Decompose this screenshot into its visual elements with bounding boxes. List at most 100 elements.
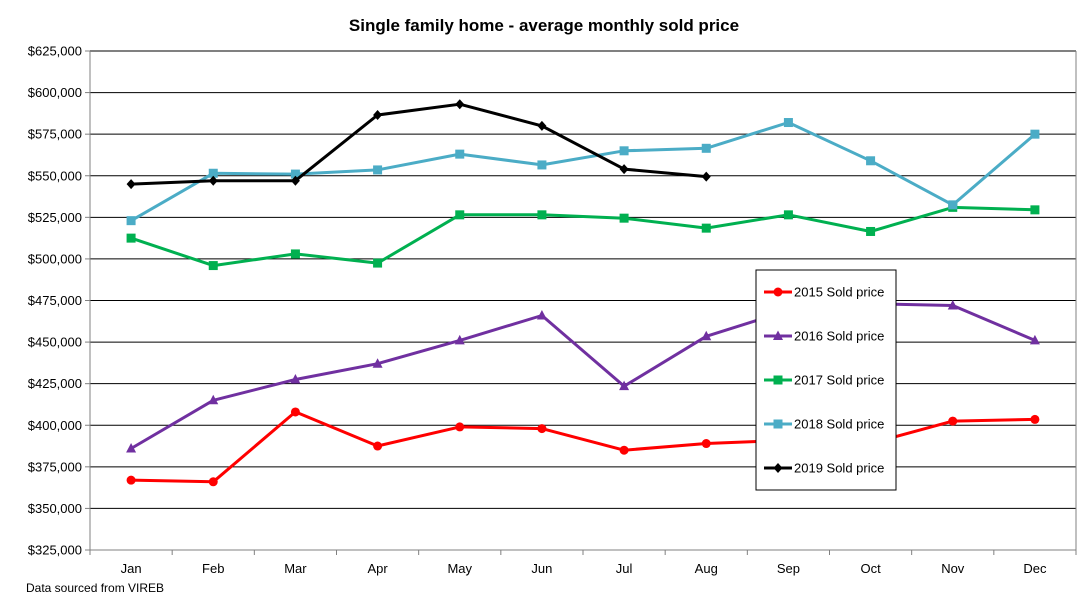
legend-marker xyxy=(773,330,783,340)
data-point xyxy=(290,407,300,417)
data-point xyxy=(290,169,300,179)
data-point xyxy=(455,99,465,110)
y-tick-label: $500,000 xyxy=(28,251,82,266)
x-tick-label: Feb xyxy=(202,561,224,576)
data-point xyxy=(208,175,218,186)
chart-title: Single family home - average monthly sol… xyxy=(349,16,739,35)
y-tick-label: $525,000 xyxy=(28,210,82,225)
data-point xyxy=(947,299,958,310)
data-point xyxy=(701,223,711,233)
data-point xyxy=(290,249,300,259)
series-4 xyxy=(126,99,711,190)
y-tick-label: $425,000 xyxy=(28,376,82,391)
data-point xyxy=(373,110,383,121)
data-point xyxy=(208,168,218,178)
data-point xyxy=(619,146,629,156)
y-tick-label: $575,000 xyxy=(28,127,82,142)
legend-marker xyxy=(773,463,783,473)
data-point xyxy=(1030,205,1040,215)
y-tick-label: $450,000 xyxy=(28,335,82,350)
legend-label: 2017 Sold price xyxy=(794,373,884,388)
legend-item: 2018 Sold price xyxy=(764,417,884,432)
data-point xyxy=(537,424,547,434)
grid-lines xyxy=(90,50,1076,551)
legend-marker xyxy=(773,375,783,385)
legend-label: 2019 Sold price xyxy=(794,461,884,476)
x-tick-label: Jul xyxy=(616,561,633,576)
series-2 xyxy=(126,202,1040,271)
x-tick-label: Jun xyxy=(531,561,552,576)
series-line xyxy=(130,302,1036,450)
y-tick-label: $400,000 xyxy=(28,418,82,433)
series-line xyxy=(131,410,1035,484)
y-tick-label: $550,000 xyxy=(28,168,82,183)
y-tick-label: $600,000 xyxy=(28,85,82,100)
data-point xyxy=(701,439,711,449)
data-point xyxy=(619,445,629,455)
data-point xyxy=(208,261,218,271)
data-point xyxy=(126,179,136,190)
data-point xyxy=(373,165,383,175)
data-point xyxy=(126,443,137,453)
legend-item: 2015 Sold price xyxy=(764,285,884,300)
series-line xyxy=(130,121,1036,222)
x-tick-label: Aug xyxy=(695,561,718,576)
series-line xyxy=(131,102,707,186)
data-point xyxy=(537,210,547,220)
legend-item: 2017 Sold price xyxy=(764,373,884,388)
data-point xyxy=(783,210,793,220)
y-tick-label: $625,000 xyxy=(28,44,82,59)
data-point xyxy=(372,358,383,368)
series-layer xyxy=(126,99,1040,487)
series-0 xyxy=(126,407,1040,487)
y-tick-label: $375,000 xyxy=(28,459,82,474)
data-point xyxy=(783,118,793,128)
data-point xyxy=(126,233,136,243)
legend-marker xyxy=(773,287,783,297)
data-point xyxy=(866,156,876,166)
data-point xyxy=(536,309,547,320)
data-point xyxy=(948,416,958,426)
data-point xyxy=(208,394,219,405)
y-tick-label: $325,000 xyxy=(28,543,82,558)
data-point xyxy=(948,200,958,210)
x-axis: Jan Feb Mar Apr May Jun Jul Aug Sep Oct Nov Dec xyxy=(89,550,1077,576)
legend-label: 2018 Sold price xyxy=(794,417,884,432)
data-point xyxy=(126,216,136,226)
data-point xyxy=(290,175,300,186)
data-point xyxy=(454,334,465,345)
data-point xyxy=(701,171,711,182)
data-point xyxy=(455,422,465,432)
x-tick-label: Dec xyxy=(1023,561,1047,576)
legend-marker xyxy=(773,419,783,429)
y-axis: $325,000 $350,000 $375,000 $400,000 $425,000… xyxy=(28,44,90,558)
data-point xyxy=(290,374,301,384)
x-tick-label: Apr xyxy=(367,561,388,576)
data-point xyxy=(455,210,465,220)
data-point xyxy=(373,258,383,268)
series-3 xyxy=(126,118,1040,226)
x-tick-label: May xyxy=(447,561,472,576)
y-tick-label: $350,000 xyxy=(28,501,82,516)
legend-item: 2016 Sold price xyxy=(764,329,884,344)
data-point xyxy=(619,164,629,175)
data-point xyxy=(126,475,136,485)
data-point xyxy=(619,380,630,391)
data-point xyxy=(208,477,218,487)
x-tick-label: Jan xyxy=(121,561,142,576)
data-point xyxy=(866,226,876,236)
data-point xyxy=(537,120,547,131)
x-tick-label: Nov xyxy=(941,561,965,576)
data-point xyxy=(1029,334,1040,345)
data-point xyxy=(701,330,712,341)
legend-label: 2015 Sold price xyxy=(794,285,884,300)
data-point xyxy=(455,149,465,159)
series-1 xyxy=(126,298,1040,453)
y-tick-label: $475,000 xyxy=(28,293,82,308)
data-point xyxy=(373,441,383,451)
x-tick-label: Oct xyxy=(860,561,881,576)
data-point xyxy=(1030,129,1040,139)
series-line xyxy=(130,205,1035,268)
data-point xyxy=(1030,414,1040,424)
